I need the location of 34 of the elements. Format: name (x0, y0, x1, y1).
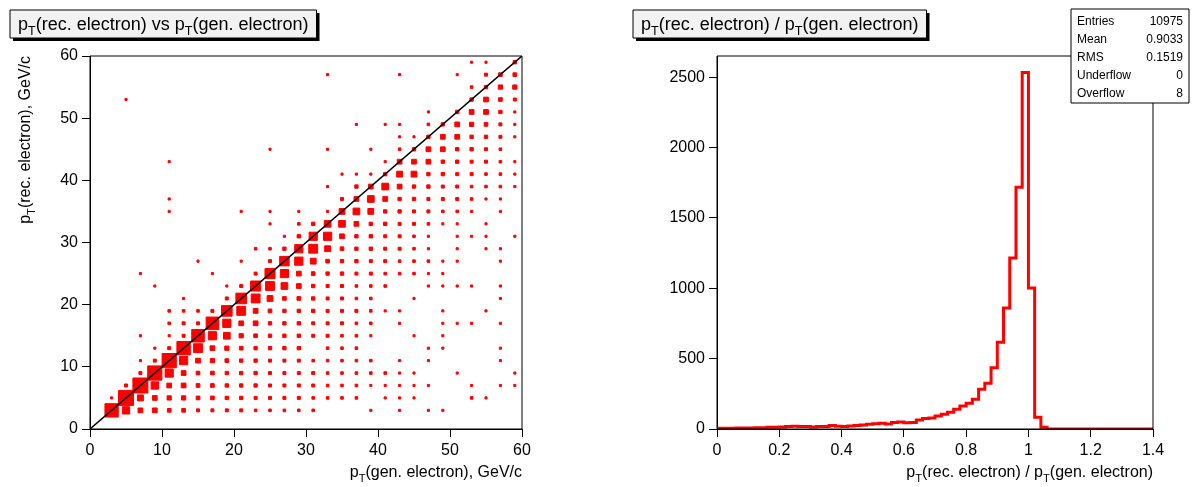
text: Overflow 8 (1077, 86, 1183, 100)
x-tick-label: 10 (153, 441, 171, 459)
text: RMS 0.1519 (1077, 50, 1183, 64)
y-tick-label: 10 (60, 357, 79, 375)
y-tick-label: 1000 (669, 278, 706, 296)
x-tick-label: 0 (85, 441, 95, 459)
y-tick-label: 40 (60, 170, 79, 188)
text: Entries 10975 (1077, 14, 1183, 28)
x-tick-label: 0.2 (768, 441, 791, 459)
text: Underflow 0 (1077, 68, 1183, 82)
x-tick-label: 0.8 (955, 441, 978, 459)
x-tick-label: 1 (1023, 441, 1033, 459)
y-tick-label: 60 (60, 46, 79, 64)
y-tick-label: 500 (678, 349, 706, 367)
x-tick-label: 1.2 (1079, 441, 1102, 459)
y-tick-label: 20 (60, 295, 79, 313)
y-tick-label: 2500 (669, 67, 706, 85)
x-tick-label: 30 (297, 441, 315, 459)
y-tick-label: 30 (60, 232, 79, 250)
x-tick-label: 50 (441, 441, 459, 459)
x-tick-label: 20 (225, 441, 243, 459)
x-tick-label: 0.4 (830, 441, 853, 459)
y-tick-label: 50 (60, 108, 79, 126)
x-tick-label: 0.6 (892, 441, 916, 459)
x-tick-label: 1.4 (1141, 441, 1165, 459)
y-tick-label: 0 (696, 419, 706, 437)
y-tick-label: 2000 (669, 137, 706, 155)
y-tick-label: 1500 (669, 208, 706, 226)
x-tick-label: 0 (712, 441, 722, 459)
text: Mean 0.9033 (1077, 32, 1183, 46)
x-tick-label: 40 (369, 441, 387, 459)
x-tick-label: 60 (513, 441, 531, 459)
y-axis-title: pT(rec. electron), GeV/c (16, 56, 37, 224)
y-tick-label: 0 (69, 419, 79, 437)
